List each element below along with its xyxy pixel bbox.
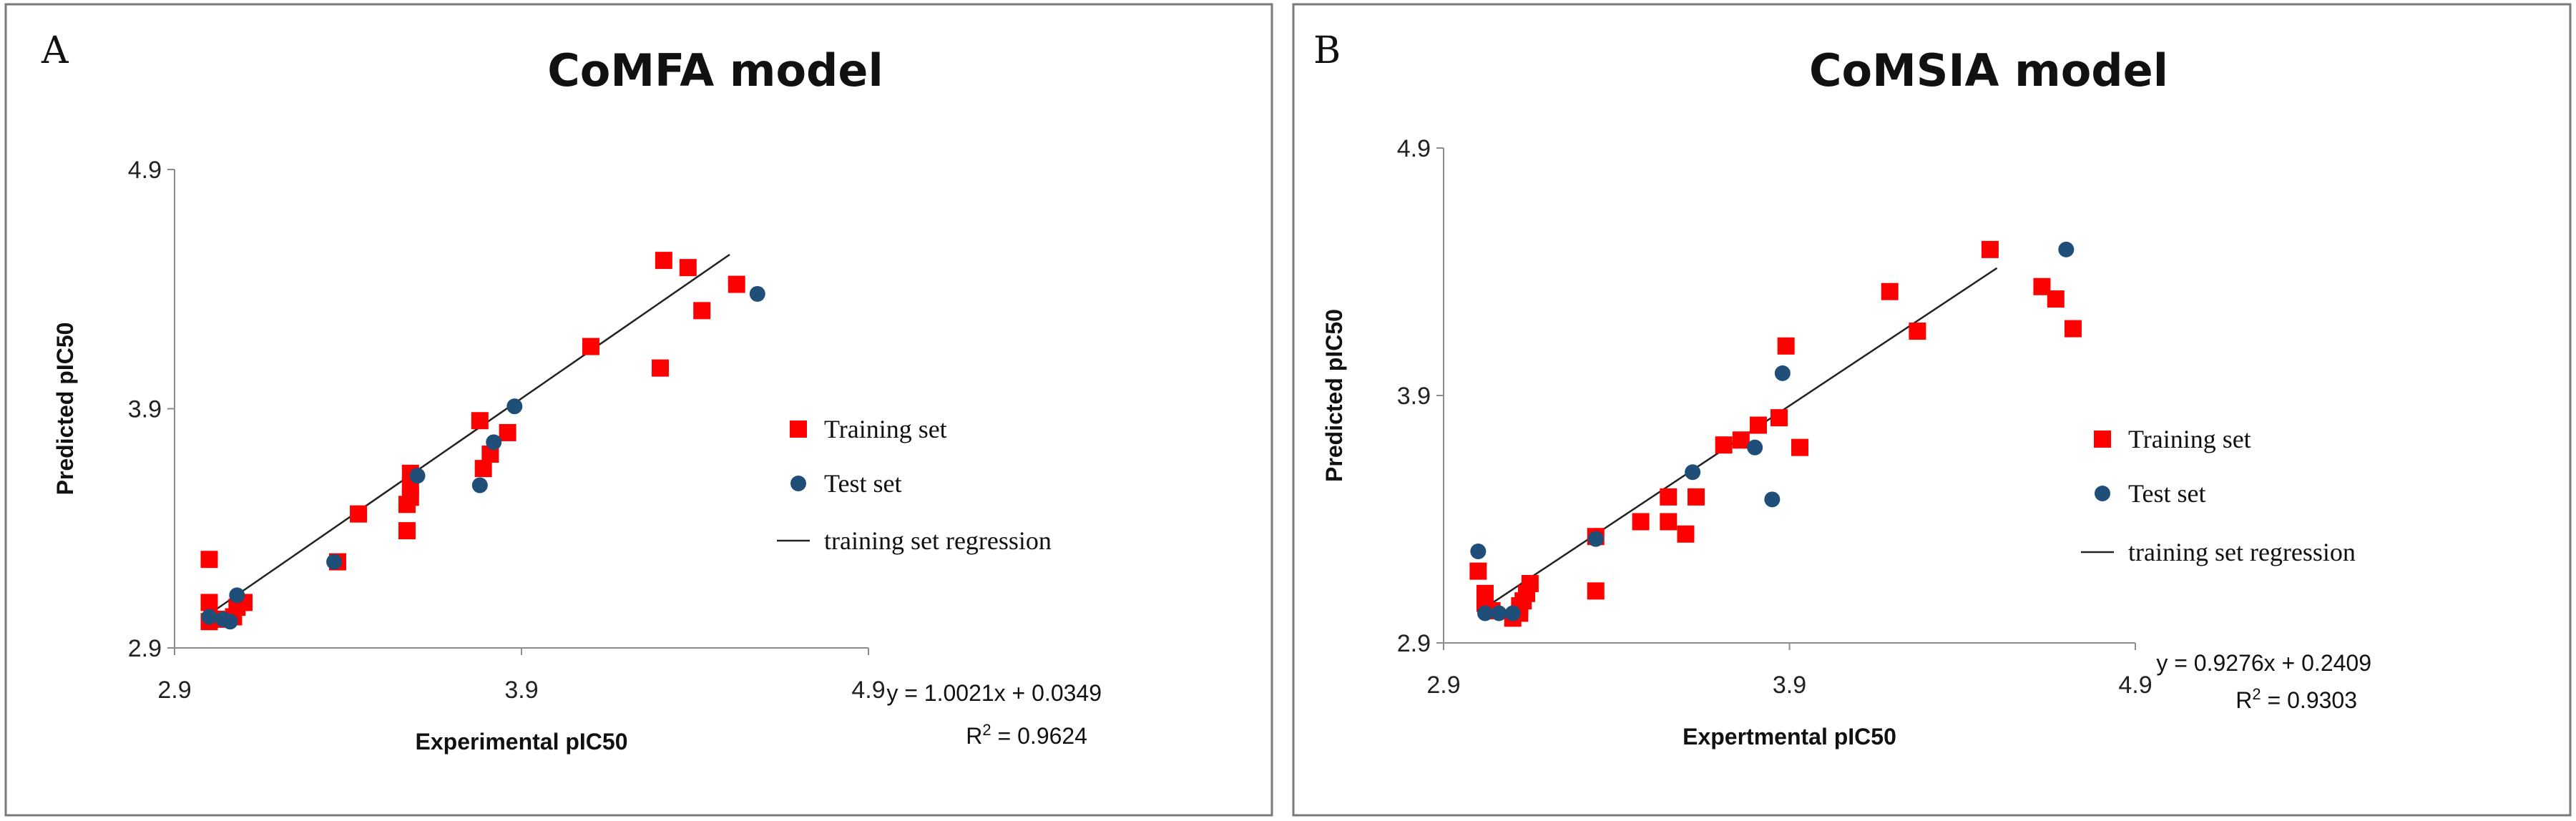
training-point <box>652 359 669 377</box>
y-tick-label: 2.9 <box>128 635 162 662</box>
training-point <box>1777 337 1795 355</box>
x-tick-label: 4.9 <box>851 677 885 704</box>
legend-label: training set regression <box>824 526 1052 555</box>
training-point <box>499 423 516 441</box>
legend-training-marker <box>790 421 807 438</box>
legend-label: Training set <box>824 415 947 443</box>
training-point <box>1660 488 1678 506</box>
x-tick-label: 2.9 <box>1426 672 1460 699</box>
training-point <box>471 412 489 430</box>
training-point <box>200 551 218 569</box>
training-point <box>655 252 672 270</box>
training-point <box>2064 320 2082 338</box>
training-point <box>1981 240 1999 258</box>
y-tick-label: 2.9 <box>1397 630 1431 657</box>
chart-title: CoMFA model <box>547 44 883 97</box>
legend-label: training set regression <box>2128 538 2356 566</box>
training-point <box>350 505 368 523</box>
training-point <box>1791 438 1809 456</box>
y-tick-label: 4.9 <box>1397 135 1431 162</box>
r-squared: R2 = 0.9624 <box>966 721 1087 749</box>
training-point <box>398 522 416 540</box>
test-point <box>471 477 488 493</box>
training-point <box>1660 513 1678 531</box>
test-point <box>1764 491 1781 508</box>
panel-a: A CoMFA model 2.9 3.9 4.9 2.9 3.9 4.9 Experiment… <box>4 3 1273 817</box>
test-point <box>749 285 765 302</box>
training-point <box>1909 323 1926 340</box>
x-tick-label: 3.9 <box>504 677 538 704</box>
training-point <box>1521 574 1539 592</box>
training-point <box>1632 513 1650 531</box>
training-point <box>1587 582 1605 600</box>
legend-test-marker <box>790 476 806 491</box>
test-point <box>1491 605 1507 621</box>
test-point <box>2058 241 2075 257</box>
y-tick-label: 4.9 <box>128 157 162 184</box>
legend-label: Test set <box>2128 479 2205 508</box>
legend-training-marker <box>2094 431 2111 448</box>
test-point <box>486 434 502 451</box>
training-point <box>2047 290 2065 308</box>
regression-equation: y = 1.0021x + 0.0349 <box>886 680 1102 706</box>
x-tick-label: 2.9 <box>157 677 191 704</box>
test-point <box>1504 605 1521 621</box>
panel-letter: A <box>41 29 69 72</box>
test-point <box>1685 464 1701 481</box>
y-axis-label: Predicted pIC50 <box>52 323 78 496</box>
training-point <box>582 338 599 355</box>
test-point <box>222 614 238 630</box>
legend-test-marker <box>2095 486 2110 501</box>
training-point <box>679 259 697 277</box>
test-point <box>201 609 217 625</box>
y-tick-label: 3.9 <box>1397 383 1431 410</box>
y-tick-label: 3.9 <box>128 396 162 423</box>
training-point <box>728 275 745 293</box>
training-point <box>1469 562 1487 580</box>
regression-line <box>208 253 730 615</box>
test-point <box>1477 605 1494 621</box>
x-tick-label: 3.9 <box>1773 672 1806 699</box>
panel-frame <box>4 3 1273 817</box>
training-point <box>1770 409 1788 427</box>
test-point <box>1774 365 1791 381</box>
panel-letter: B <box>1313 29 1341 72</box>
x-axis-label: Experimental pIC50 <box>416 729 628 754</box>
training-point <box>1749 416 1767 434</box>
test-point <box>326 554 343 570</box>
test-point <box>229 587 245 604</box>
test-point <box>1747 439 1763 456</box>
training-point <box>1677 525 1695 543</box>
test-point <box>409 468 426 484</box>
training-point <box>693 302 711 320</box>
y-axis-label: Predicted pIC50 <box>1321 309 1347 482</box>
panel-b: B CoMSIA model 2.9 3.9 4.9 2.9 3.9 4.9 Expertmen… <box>1292 3 2572 817</box>
training-point <box>200 594 218 611</box>
chart-title: CoMSIA model <box>1809 44 2168 97</box>
panel-frame <box>1292 3 2572 817</box>
test-point <box>506 398 523 415</box>
training-point <box>474 460 492 478</box>
test-point <box>1587 531 1604 547</box>
test-point <box>1470 543 1487 559</box>
x-tick-label: 4.9 <box>2118 672 2152 699</box>
training-point <box>1687 488 1705 506</box>
r-squared: R2 = 0.9303 <box>2235 685 2357 714</box>
training-point <box>1732 431 1750 449</box>
legend-label: Training set <box>2128 425 2251 453</box>
legend-label: Test set <box>824 469 901 498</box>
regression-equation: y = 0.9276x + 0.2409 <box>2156 650 2371 676</box>
training-point <box>1715 436 1733 454</box>
x-axis-label: Expertmental pIC50 <box>1683 724 1896 749</box>
training-point <box>1881 282 1899 300</box>
